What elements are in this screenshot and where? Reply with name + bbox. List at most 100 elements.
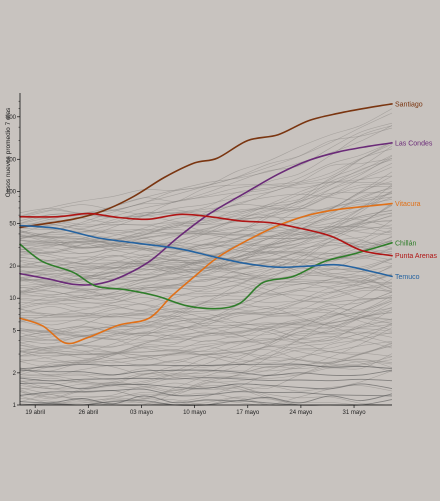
background-series-line bbox=[19, 266, 393, 328]
background-series-line bbox=[19, 321, 393, 363]
background-series-line bbox=[19, 237, 393, 338]
y-tick-label: 20 bbox=[9, 264, 16, 270]
background-series-line bbox=[19, 141, 393, 240]
background-series-line bbox=[19, 224, 393, 294]
background-series-line bbox=[19, 293, 393, 344]
highlighted-series-group bbox=[19, 103, 393, 345]
background-series-line bbox=[19, 300, 393, 340]
background-series-line bbox=[19, 183, 393, 236]
series-line-santiago bbox=[19, 103, 393, 229]
background-series-line bbox=[19, 302, 393, 331]
background-series-line bbox=[19, 254, 393, 300]
series-line-vitacura bbox=[19, 202, 393, 345]
background-series-line bbox=[19, 219, 393, 352]
background-series-line bbox=[19, 327, 393, 381]
y-axis-title: Casos nuevos promedio 7 días bbox=[5, 107, 12, 197]
background-series-line bbox=[19, 112, 393, 217]
y-tick-label: 10 bbox=[9, 296, 16, 302]
background-series-line bbox=[19, 320, 393, 341]
background-series-line bbox=[19, 256, 393, 283]
background-series-line bbox=[19, 223, 393, 238]
background-series-line bbox=[19, 291, 393, 336]
background-series-line bbox=[19, 216, 393, 232]
background-series-line bbox=[19, 291, 393, 337]
y-tick-label: 200 bbox=[6, 157, 17, 163]
background-series-line bbox=[19, 258, 393, 349]
x-tick-label: 24 mayo bbox=[289, 410, 313, 416]
background-series-line bbox=[19, 285, 393, 297]
y-ticks-group: 1 2 5 10 20 50 100 200 500 bbox=[6, 100, 20, 409]
y-tick-label: 50 bbox=[9, 222, 16, 228]
background-series-line bbox=[19, 184, 393, 306]
series-line-chill-n bbox=[19, 242, 393, 310]
background-series-line bbox=[19, 353, 393, 406]
background-series-line bbox=[19, 381, 393, 393]
x-tick-label: 19 abril bbox=[25, 410, 45, 416]
background-series-line bbox=[19, 369, 393, 377]
background-series-line bbox=[19, 122, 393, 230]
background-series-line bbox=[19, 393, 393, 405]
background-series-line bbox=[19, 143, 393, 234]
x-tick-label: 26 abril bbox=[78, 410, 98, 416]
background-series-line bbox=[19, 311, 393, 373]
background-series-line bbox=[19, 253, 393, 279]
background-series-line bbox=[19, 294, 393, 390]
background-series-line bbox=[19, 108, 393, 217]
background-series-line bbox=[19, 162, 393, 272]
background-series-line bbox=[19, 343, 393, 390]
background-series-line bbox=[19, 141, 393, 266]
series-label-temuco: Temuco bbox=[395, 274, 420, 281]
series-line-las-condes bbox=[19, 142, 393, 286]
background-series-line bbox=[19, 307, 393, 362]
background-series-line bbox=[19, 323, 393, 386]
background-series-line bbox=[19, 388, 393, 397]
background-series-line bbox=[19, 332, 393, 400]
background-series-line bbox=[19, 241, 393, 266]
y-tick-label: 500 bbox=[6, 115, 17, 121]
series-line-temuco bbox=[19, 224, 393, 278]
background-series-line bbox=[19, 258, 393, 290]
background-series-line bbox=[19, 240, 393, 302]
x-tick-label: 10 mayo bbox=[183, 410, 207, 416]
background-series-line bbox=[19, 125, 393, 251]
series-label-las-condes: Las Condes bbox=[395, 140, 433, 147]
x-tick-label: 03 mayo bbox=[130, 410, 154, 416]
background-series-line bbox=[19, 273, 393, 318]
background-series-line bbox=[19, 234, 393, 252]
background-series-line bbox=[19, 274, 393, 325]
background-series-line bbox=[19, 324, 393, 360]
x-tick-label: 17 mayo bbox=[236, 410, 260, 416]
background-series-line bbox=[19, 309, 393, 353]
background-series-line bbox=[19, 192, 393, 269]
background-series-line bbox=[19, 186, 393, 276]
background-series-line bbox=[19, 257, 393, 277]
background-series-line bbox=[19, 349, 393, 368]
background-series-line bbox=[19, 271, 393, 320]
background-series-line bbox=[19, 187, 393, 297]
background-series-line bbox=[19, 363, 393, 370]
background-series-line bbox=[19, 317, 393, 342]
background-series-line bbox=[19, 193, 393, 224]
series-labels-group: Santiago Las Condes Vitacura Chillán Punta A… bbox=[395, 101, 438, 280]
background-series-line bbox=[19, 175, 393, 279]
axes-group: 1 2 5 10 20 50 100 200 500 19 abril 26 abril 03 ma… bbox=[5, 93, 392, 416]
series-line-punta-arenas bbox=[19, 212, 393, 257]
background-series-group bbox=[19, 108, 393, 407]
y-tick-label: 1 bbox=[13, 403, 17, 409]
series-label-vitacura: Vitacura bbox=[395, 201, 421, 208]
y-tick-label: 100 bbox=[6, 189, 17, 195]
series-label-punta-arenas: Punta Arenas bbox=[395, 253, 438, 260]
series-label-chill-n: Chillán bbox=[395, 240, 417, 247]
background-series-line bbox=[19, 251, 393, 269]
y-tick-label: 5 bbox=[13, 328, 17, 334]
background-series-line bbox=[19, 279, 393, 305]
x-tick-label: 31 mayo bbox=[343, 410, 367, 416]
y-tick-label: 2 bbox=[13, 371, 17, 377]
background-series-line bbox=[19, 236, 393, 257]
series-label-santiago: Santiago bbox=[395, 101, 423, 108]
background-series-line bbox=[19, 145, 393, 266]
background-series-line bbox=[19, 300, 393, 407]
background-series-line bbox=[19, 309, 393, 385]
x-ticks-group: 19 abril 26 abril 03 mayo 10 mayo 17 mayo 24 … bbox=[25, 405, 366, 416]
